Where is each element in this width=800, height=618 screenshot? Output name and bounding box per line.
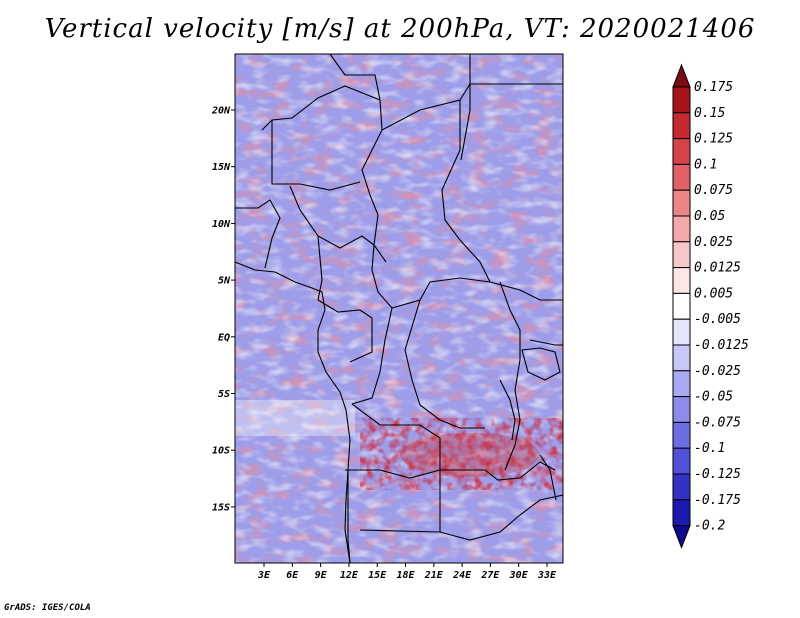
colorbar-label: 0.175: [694, 80, 733, 95]
colorbar-bin: [672, 112, 691, 140]
colorbar-label: 0.0125: [694, 261, 741, 276]
lon-tick-label: 15E: [368, 570, 387, 581]
lon-tick-label: 24E: [452, 570, 472, 581]
colorbar-bin: [672, 344, 691, 372]
lon-tick-label: 27E: [480, 570, 500, 581]
colorbar-label: -0.0125: [694, 338, 749, 353]
colorbar-bin: [672, 370, 691, 398]
lon-tick-label: 33E: [537, 570, 557, 581]
lat-tick-label: 15N: [212, 162, 231, 173]
grads-credit: GrADS: IGES/COLA: [4, 603, 91, 613]
colorbar-bin: [672, 292, 691, 320]
colorbar-bin: [672, 396, 691, 423]
colorbar-label: -0.05: [694, 390, 733, 405]
colorbar-bin: [672, 241, 691, 269]
colorbar-label: 0.005: [694, 286, 733, 301]
colorbar-bin: [672, 86, 691, 114]
velocity-field: [235, 54, 563, 563]
colorbar-bin: [672, 163, 691, 191]
latitude-axis: 20N 15N 10N 5N EQ 5S 10S 15S: [211, 106, 235, 513]
colorbar-bin: [672, 215, 691, 243]
colorbar-label: -0.025: [694, 364, 741, 379]
colorbar-label: -0.175: [694, 493, 741, 508]
colorbar-label: -0.075: [694, 415, 741, 430]
colorbar-bin: [672, 138, 691, 165]
colorbar-label: 0.1: [694, 157, 717, 172]
colorbar-label: 0.15: [694, 106, 725, 121]
colorbar-label: -0.2: [694, 519, 725, 534]
noise-strip: [235, 400, 355, 436]
strong-ascent-band: [360, 418, 563, 490]
lon-tick-label: 6E: [286, 570, 299, 581]
lat-tick-label: 15S: [212, 502, 230, 513]
longitude-axis: 3E 6E 9E 12E 15E 18E 21E 24E 27E 30E 33E: [257, 563, 557, 581]
lon-tick-label: 21E: [424, 570, 444, 581]
lat-tick-label: 5S: [218, 389, 230, 400]
lon-tick-label: 3E: [257, 570, 271, 581]
colorbar-label: -0.005: [694, 312, 741, 327]
map-title: Vertical velocity [m/s] at 200hPa, VT: 2…: [44, 14, 756, 44]
colorbar-label: -0.125: [694, 467, 741, 482]
lon-tick-label: 30E: [509, 570, 529, 581]
lon-tick-label: 9E: [315, 570, 328, 581]
lat-tick-label: EQ: [218, 332, 230, 343]
colorbar-bin: [672, 499, 691, 527]
colorbar-bin: [672, 447, 691, 475]
plot-frame: [234, 53, 564, 564]
colorbar: 0.175 0.15 0.125 0.1 0.075 0.05 0.025 0.0125 0.0…: [672, 63, 749, 549]
colorbar-label: 0.125: [694, 132, 733, 147]
colorbar-bin: [672, 473, 691, 501]
lat-tick-label: 20N: [211, 106, 231, 117]
colorbar-bin: [672, 267, 691, 294]
lon-tick-label: 18E: [396, 570, 415, 581]
colorbar-bin: [672, 189, 691, 217]
colorbar-bin: [672, 318, 691, 346]
lat-tick-label: 10S: [212, 446, 230, 457]
country-borders: [235, 54, 563, 563]
lat-tick-label: 10N: [212, 219, 231, 230]
colorbar-cap-bottom: [672, 525, 691, 549]
colorbar-label: 0.075: [694, 183, 733, 198]
colorbar-label: -0.1: [694, 441, 725, 456]
colorbar-label: 0.05: [694, 209, 725, 224]
colorbar-bin: [672, 421, 691, 449]
lon-tick-label: 12E: [340, 570, 359, 581]
colorbar-label: 0.025: [694, 235, 733, 250]
colorbar-cap-top: [672, 63, 691, 88]
lat-tick-label: 5N: [218, 276, 231, 287]
